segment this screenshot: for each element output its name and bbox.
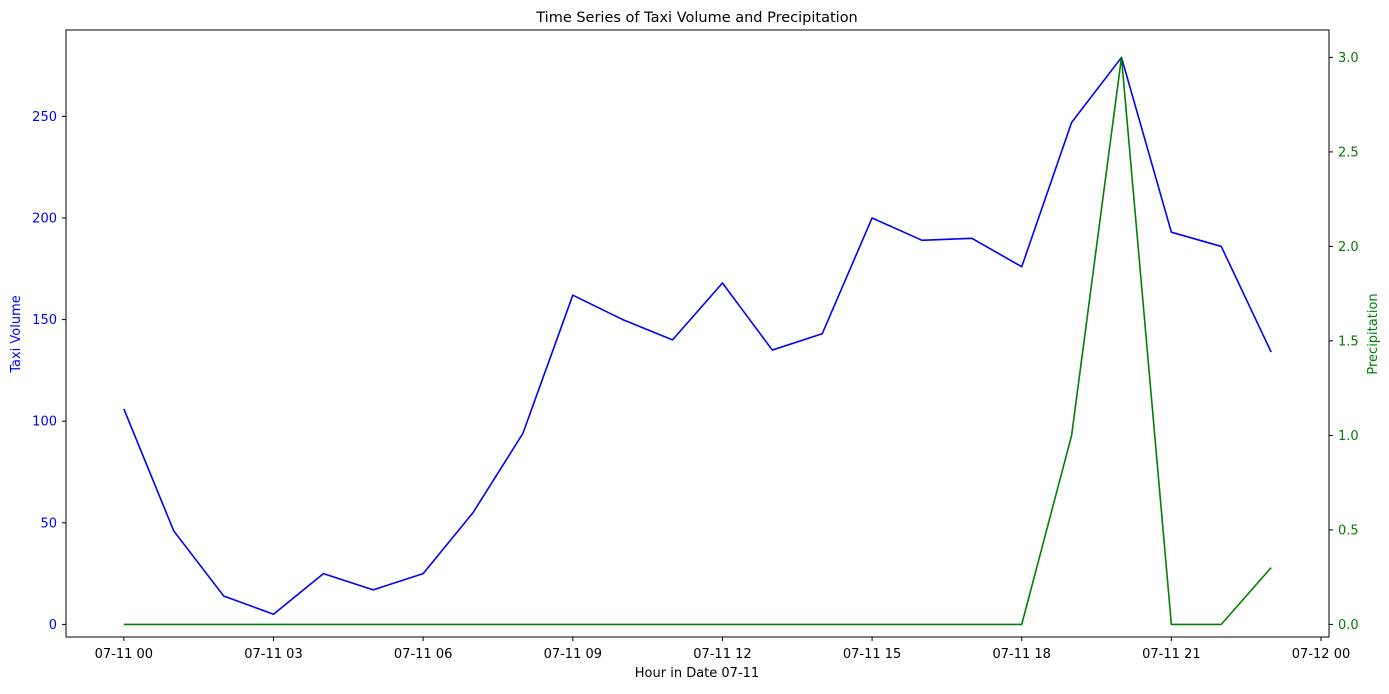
precipitation-series-line <box>123 56 1272 626</box>
x-tick-label: 07-11 03 <box>244 647 302 662</box>
y-left-tick-label: 50 <box>40 516 57 531</box>
x-tick-label: 07-11 06 <box>394 647 452 662</box>
x-tick-label: 07-11 18 <box>993 647 1051 662</box>
y-left-tick-label: 0 <box>49 618 57 633</box>
taxi-volume-series-line <box>123 56 1272 616</box>
y-right-tick-label: 0.5 <box>1338 523 1359 538</box>
x-tick-label: 07-12 00 <box>1292 647 1350 662</box>
y-left-tick-label: 200 <box>32 211 57 226</box>
y-left-tick-label: 100 <box>32 415 57 430</box>
y-right-tick-label: 1.0 <box>1338 429 1359 444</box>
y-right-tick-label: 3.0 <box>1338 51 1359 66</box>
y-axis-label-left: Taxi Volume <box>9 295 24 374</box>
x-tick-label: 07-11 21 <box>1142 647 1200 662</box>
chart-title: Time Series of Taxi Volume and Precipita… <box>535 10 858 26</box>
y-left-tick-label: 150 <box>32 313 57 328</box>
x-axis-label: Hour in Date 07-11 <box>635 666 759 681</box>
x-tick-label: 07-11 15 <box>843 647 901 662</box>
x-tick-label: 07-11 09 <box>544 647 602 662</box>
y-right-tick-label: 2.0 <box>1338 240 1359 255</box>
y-right-tick-label: 0.0 <box>1338 618 1359 633</box>
y-axis-label-right: Precipitation <box>1366 293 1381 374</box>
chart-marks: 07-11 00 07-11 03 07-11 06 07-11 09 07-11 12… <box>32 51 1359 662</box>
y-right-tick-label: 2.5 <box>1338 145 1359 160</box>
x-tick-label: 07-11 12 <box>693 647 751 662</box>
y-right-tick-label: 1.5 <box>1338 334 1359 349</box>
y-left-tick-label: 250 <box>32 110 57 125</box>
x-tick-label: 07-11 00 <box>95 647 153 662</box>
plot-frame <box>65 29 1330 638</box>
